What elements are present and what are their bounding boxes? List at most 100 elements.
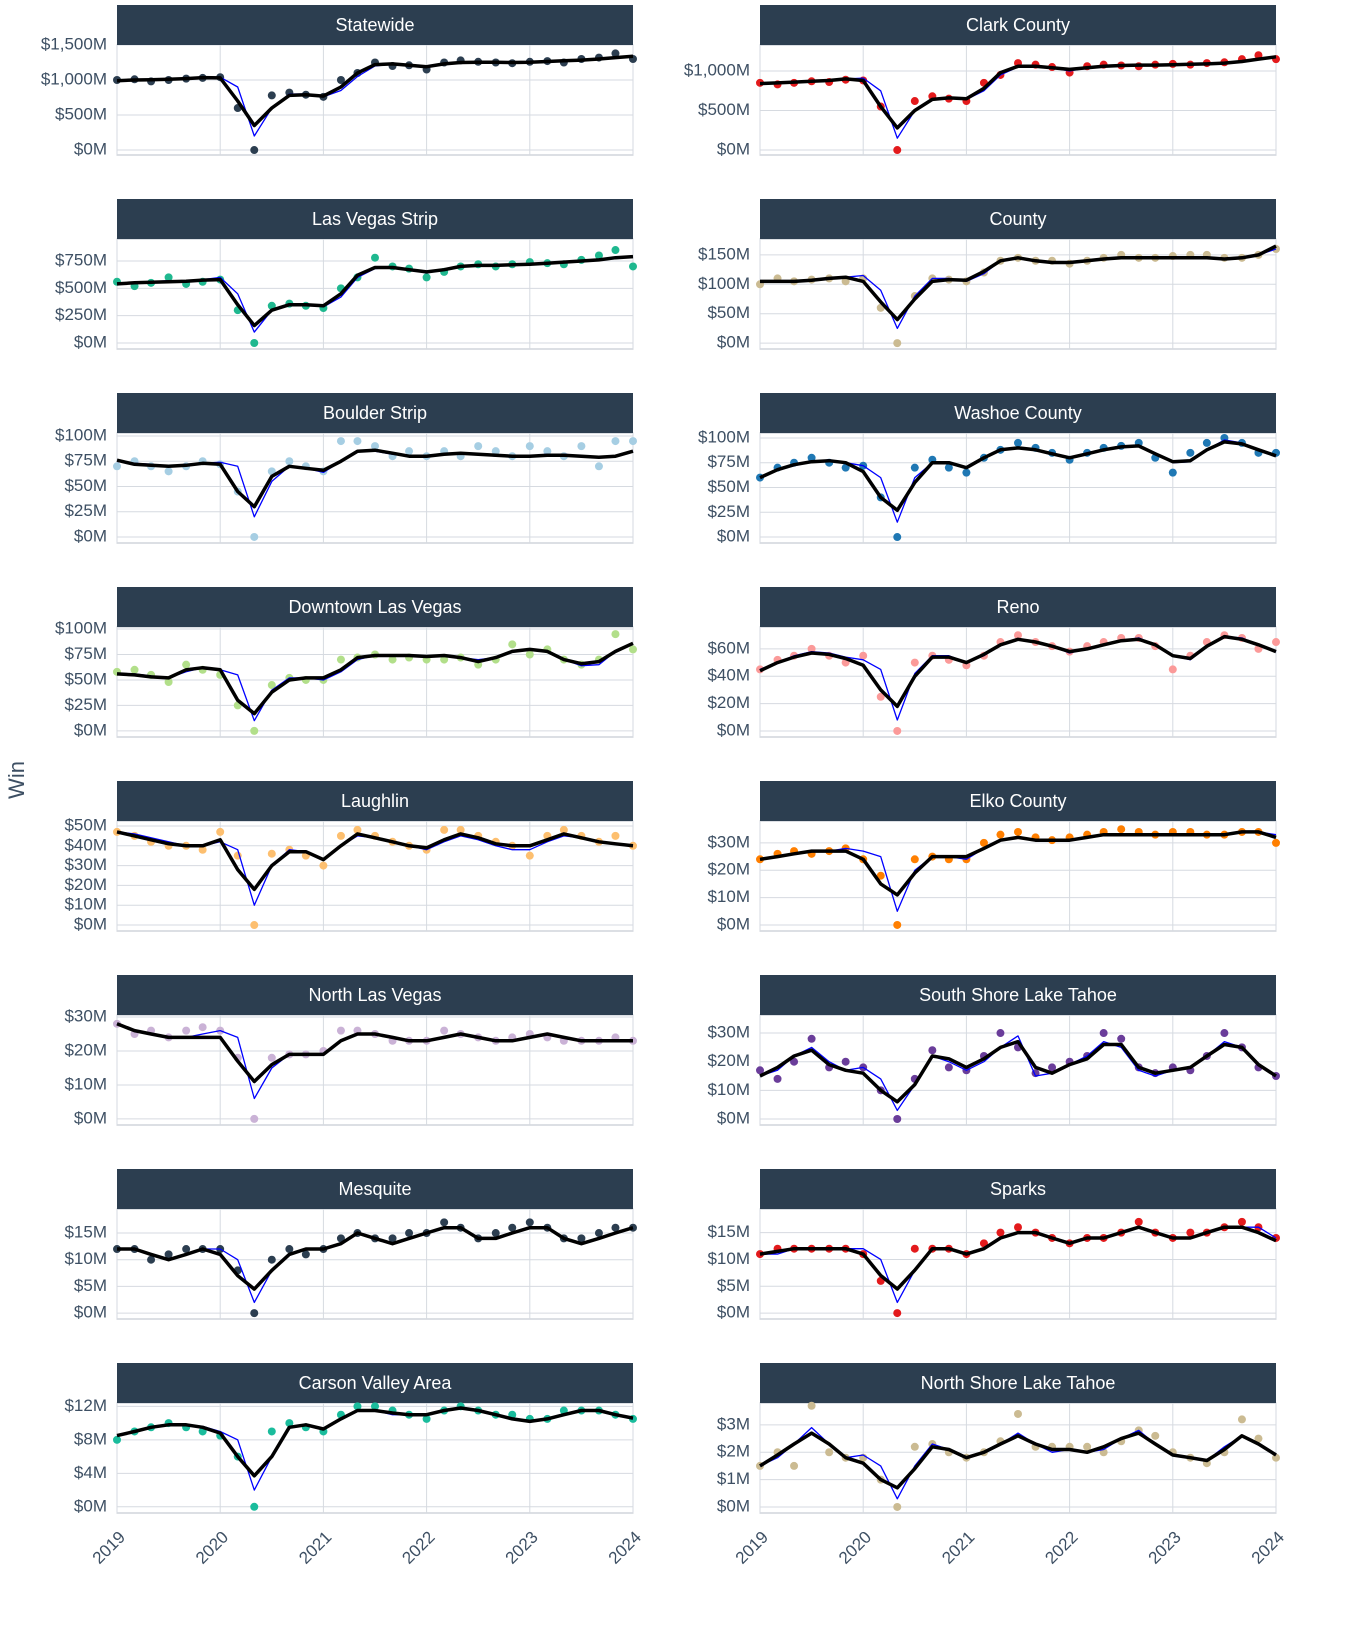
panel-title: Washoe County bbox=[954, 403, 1081, 423]
data-point bbox=[508, 1223, 517, 1232]
data-point bbox=[1272, 838, 1280, 847]
data-point bbox=[859, 651, 868, 660]
y-tick-label: $5M bbox=[717, 1276, 750, 1295]
data-point bbox=[841, 1057, 850, 1066]
data-point bbox=[353, 437, 362, 446]
data-point bbox=[1048, 1063, 1057, 1072]
data-point bbox=[164, 273, 173, 282]
data-point bbox=[910, 658, 919, 667]
data-point bbox=[250, 1114, 259, 1123]
x-tick-label: 2022 bbox=[1041, 1528, 1081, 1568]
data-point bbox=[979, 838, 988, 847]
smooth-line bbox=[116, 448, 634, 509]
data-point bbox=[1168, 665, 1177, 674]
y-tick-label: $0M bbox=[74, 1496, 107, 1515]
strip bbox=[117, 5, 633, 45]
data-point bbox=[893, 1502, 902, 1511]
y-tick-label: $0M bbox=[717, 914, 750, 933]
data-point bbox=[285, 1419, 294, 1428]
smooth-line bbox=[116, 254, 634, 328]
y-tick-label: $75M bbox=[707, 452, 750, 471]
strip bbox=[760, 781, 1276, 821]
data-point bbox=[611, 1223, 620, 1232]
panel-title: Clark County bbox=[966, 15, 1070, 35]
smooth-line bbox=[116, 54, 634, 128]
data-point bbox=[893, 1114, 902, 1123]
smooth-line bbox=[759, 1225, 1277, 1291]
strip bbox=[760, 1169, 1276, 1209]
panel-title: Laughlin bbox=[341, 791, 409, 811]
plot-background bbox=[116, 1402, 634, 1514]
data-point bbox=[371, 1402, 379, 1411]
panel-title: Boulder Strip bbox=[323, 403, 427, 423]
data-point bbox=[944, 1063, 953, 1072]
data-point bbox=[611, 49, 620, 58]
data-point bbox=[267, 681, 276, 690]
data-point bbox=[422, 273, 431, 282]
y-tick-label: $100M bbox=[55, 619, 107, 638]
data-point bbox=[1083, 1442, 1092, 1451]
y-tick-label: $0M bbox=[74, 332, 107, 351]
data-point bbox=[790, 1057, 799, 1066]
strip bbox=[117, 199, 633, 239]
panel-title: South Shore Lake Tahoe bbox=[919, 985, 1117, 1005]
y-tick-label: $60M bbox=[707, 638, 750, 657]
data-point bbox=[456, 825, 465, 834]
x-tick-label: 2024 bbox=[605, 1528, 645, 1568]
panel-title: Reno bbox=[996, 597, 1039, 617]
data-point bbox=[1272, 638, 1280, 647]
y-tick-label: $0M bbox=[74, 526, 107, 545]
smooth-line bbox=[759, 830, 1277, 897]
plot-background bbox=[759, 626, 1277, 738]
panel-title: County bbox=[989, 209, 1046, 229]
data-point bbox=[440, 825, 449, 834]
data-point bbox=[893, 339, 902, 348]
data-point bbox=[525, 1218, 534, 1227]
data-point bbox=[996, 830, 1005, 839]
data-point bbox=[250, 726, 259, 735]
y-tick-label: $25M bbox=[707, 502, 750, 521]
y-tick-label: $40M bbox=[64, 835, 107, 854]
y-tick-label: $1,500M bbox=[41, 34, 107, 53]
y-tick-label: $10M bbox=[64, 1074, 107, 1093]
data-point bbox=[790, 1461, 799, 1470]
data-point bbox=[250, 146, 259, 155]
data-point bbox=[164, 1250, 173, 1259]
data-point bbox=[301, 1250, 310, 1259]
data-point bbox=[594, 1229, 603, 1238]
data-point bbox=[130, 665, 139, 674]
smooth-line bbox=[760, 244, 1277, 322]
panel-title: North Shore Lake Tahoe bbox=[921, 1373, 1116, 1393]
y-tick-label: $30M bbox=[707, 1023, 750, 1042]
data-point bbox=[928, 1046, 937, 1055]
y-tick-label: $4M bbox=[74, 1463, 107, 1482]
data-point bbox=[267, 1053, 276, 1062]
strip bbox=[117, 1169, 633, 1209]
y-tick-label: $75M bbox=[64, 644, 107, 663]
data-point bbox=[250, 1502, 259, 1511]
plot-background bbox=[759, 1014, 1277, 1126]
y-tick-label: $12M bbox=[64, 1396, 107, 1415]
y-tick-label: $8M bbox=[74, 1429, 107, 1448]
strip bbox=[760, 393, 1276, 433]
y-tick-label: $10M bbox=[64, 895, 107, 914]
data-point bbox=[841, 463, 850, 472]
y-tick-label: $100M bbox=[698, 427, 750, 446]
data-point bbox=[285, 1245, 294, 1254]
y-tick-label: $50M bbox=[64, 476, 107, 495]
data-point bbox=[250, 921, 259, 930]
y-tick-label: $20M bbox=[64, 1040, 107, 1059]
panel-title: North Las Vegas bbox=[308, 985, 441, 1005]
y-tick-label: $10M bbox=[64, 1249, 107, 1268]
data-point bbox=[1134, 1217, 1143, 1226]
data-point bbox=[336, 831, 345, 840]
panel-title: Mesquite bbox=[338, 1179, 411, 1199]
data-point bbox=[1237, 1217, 1246, 1226]
y-tick-label: $30M bbox=[64, 1007, 107, 1026]
data-point bbox=[876, 871, 885, 880]
data-point bbox=[893, 1309, 902, 1318]
data-point bbox=[525, 851, 534, 860]
data-point bbox=[440, 1026, 449, 1035]
y-tick-label: $0M bbox=[717, 1303, 750, 1322]
panel-title: Elko County bbox=[969, 791, 1066, 811]
